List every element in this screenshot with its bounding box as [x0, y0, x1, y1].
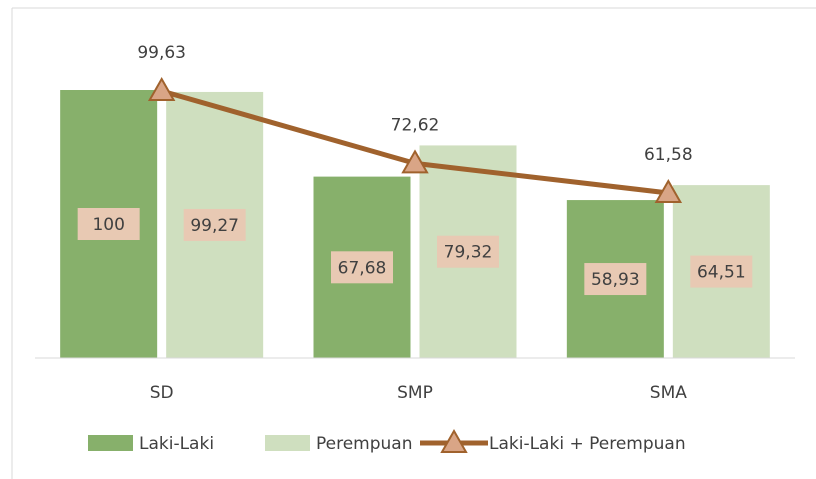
bar-value-label-box: [183, 208, 246, 241]
legend-swatch: [88, 435, 133, 451]
line-marker: [147, 76, 176, 101]
legend-swatch: [265, 435, 310, 451]
x-tick-label: SMA: [650, 383, 687, 403]
bar-value-label-box: [584, 263, 647, 296]
bar-value-label: 64,51: [697, 263, 746, 283]
legend-label: Perempuan: [316, 434, 413, 454]
line-value-label: 99,63: [137, 43, 186, 63]
bar-value-label-box: [77, 208, 140, 240]
line-value-label: 61,58: [644, 145, 693, 165]
x-tick-label: SD: [150, 383, 174, 403]
bar-value-label: 79,32: [444, 243, 493, 263]
legend-marker: [440, 428, 468, 453]
bar-value-label-box: [690, 255, 753, 288]
line-marker: [654, 178, 683, 203]
bar-value-label: 58,93: [591, 270, 640, 290]
bar-value-label: 99,27: [190, 216, 239, 236]
legend-label: Laki-Laki: [139, 434, 214, 454]
x-tick-label: SMP: [397, 383, 433, 403]
bar-value-label-box: [437, 235, 499, 268]
legend-label: Laki-Laki + Perempuan: [489, 434, 686, 454]
bar-value-label: 100: [92, 215, 124, 235]
line-value-label: 72,62: [391, 115, 440, 135]
bar-value-label: 67,68: [338, 258, 387, 278]
line-marker: [401, 149, 429, 174]
bar-value-label-box: [331, 251, 393, 284]
